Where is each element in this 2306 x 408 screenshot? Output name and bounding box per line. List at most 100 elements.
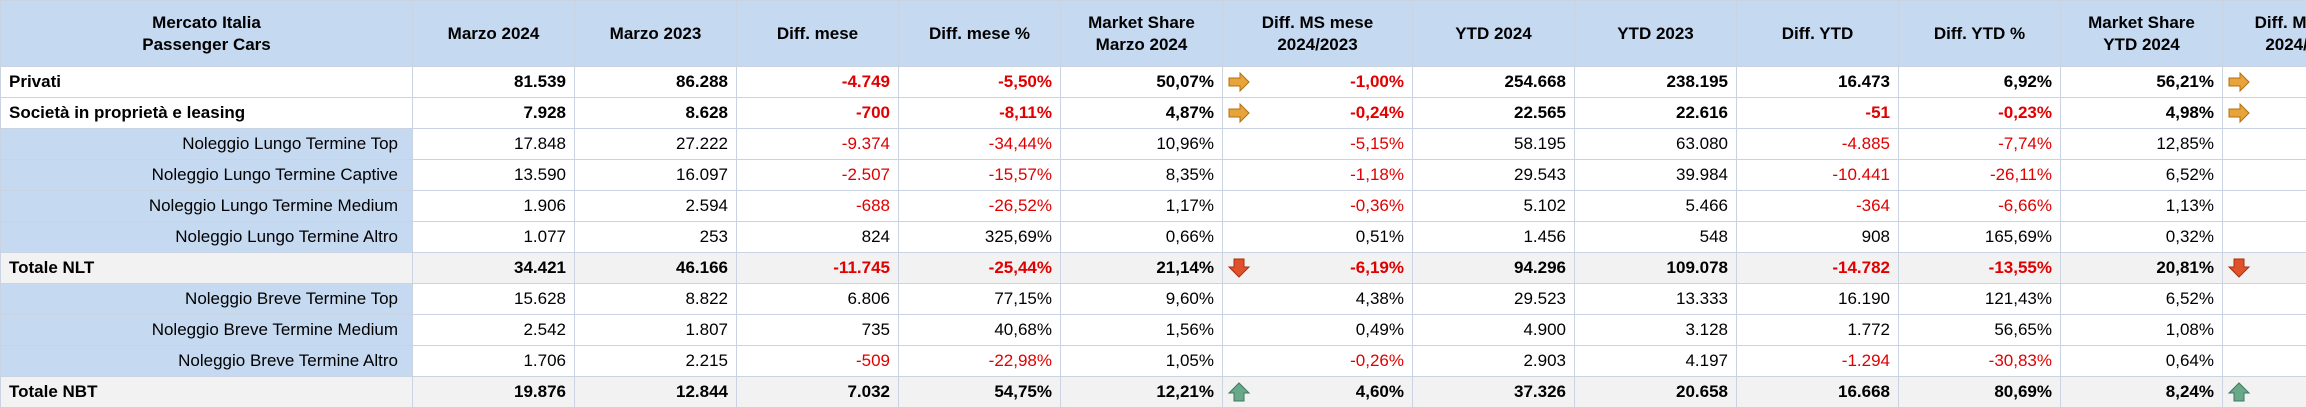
table-cell: 254.668 xyxy=(1413,67,1575,98)
cell-value: 0,49% xyxy=(1356,320,1404,340)
ms-diff-cell: 0,51% xyxy=(1223,222,1413,253)
table-cell: 56,65% xyxy=(1899,315,2061,346)
table-cell: 8,24% xyxy=(2061,377,2223,408)
table-cell: 1,08% xyxy=(2061,315,2223,346)
table-cell: 20.658 xyxy=(1575,377,1737,408)
table-cell: 6,52% xyxy=(2061,284,2223,315)
table-cell: 7.032 xyxy=(737,377,899,408)
arrow-up-icon xyxy=(1227,382,1251,402)
table-cell: -2.507 xyxy=(737,160,899,191)
table-cell: 2.903 xyxy=(1413,346,1575,377)
arrow-right-icon xyxy=(2227,103,2251,123)
table-cell: 54,75% xyxy=(899,377,1061,408)
table-cell: 19.876 xyxy=(413,377,575,408)
ms-diff-cell: 0,49% xyxy=(1223,315,1413,346)
ms-diff-cell: 0,19% xyxy=(2223,222,2306,253)
col-header: Diff. YTD % xyxy=(1899,1,2061,67)
table-cell: 2.594 xyxy=(575,191,737,222)
table-cell: 20,81% xyxy=(2061,253,2223,284)
table-cell: 37.326 xyxy=(1413,377,1575,408)
table-cell: -1.294 xyxy=(1737,346,1899,377)
table-cell: 1,56% xyxy=(1061,315,1223,346)
table-cell: 4,98% xyxy=(2061,98,2223,129)
table-cell: 80,69% xyxy=(1899,377,2061,408)
table-cell: 86.288 xyxy=(575,67,737,98)
ms-diff-cell: -5,15% xyxy=(1223,129,1413,160)
arrow-up-icon xyxy=(2227,382,2251,402)
table-cell: -4.749 xyxy=(737,67,899,98)
table-cell: 63.080 xyxy=(1575,129,1737,160)
table-cell: -6,66% xyxy=(1899,191,2061,222)
col-header: Diff. mese xyxy=(737,1,899,67)
table-cell: 824 xyxy=(737,222,899,253)
col-header: Market Share Marzo 2024 xyxy=(1061,1,1223,67)
ms-diff-cell: -0,26% xyxy=(1223,346,1413,377)
row-label: Società in proprietà e leasing xyxy=(1,98,413,129)
arrow-right-icon xyxy=(1227,72,1251,92)
table-cell: -364 xyxy=(1737,191,1899,222)
table-cell: 94.296 xyxy=(1413,253,1575,284)
table-cell: 7.928 xyxy=(413,98,575,129)
table-cell: 21,14% xyxy=(1061,253,1223,284)
table-cell: 6,92% xyxy=(1899,67,2061,98)
table-cell: 39.984 xyxy=(1575,160,1737,191)
table-cell: 81.539 xyxy=(413,67,575,98)
cell-value: -0,36% xyxy=(1350,196,1404,216)
row-label: Noleggio Breve Termine Medium xyxy=(1,315,413,346)
table-cell: 16.668 xyxy=(1737,377,1899,408)
table-cell: 0,66% xyxy=(1061,222,1223,253)
table-cell: -25,44% xyxy=(899,253,1061,284)
table-cell: 165,69% xyxy=(1899,222,2061,253)
table-cell: -15,57% xyxy=(899,160,1061,191)
table-cell: 1.706 xyxy=(413,346,575,377)
table-cell: 0,64% xyxy=(2061,346,2223,377)
table-cell: 9,60% xyxy=(1061,284,1223,315)
table-cell: 8.628 xyxy=(575,98,737,129)
row-label: Totale NLT xyxy=(1,253,413,284)
table-cell: 5.466 xyxy=(1575,191,1737,222)
table-cell: -13,55% xyxy=(1899,253,2061,284)
table-cell: 12.844 xyxy=(575,377,737,408)
table-cell: 22.616 xyxy=(1575,98,1737,129)
row-label: Noleggio Breve Termine Altro xyxy=(1,346,413,377)
table-cell: 6.806 xyxy=(737,284,899,315)
row-label: Noleggio Lungo Termine Altro xyxy=(1,222,413,253)
table-cell: -7,74% xyxy=(1899,129,2061,160)
col-header: Marzo 2024 xyxy=(413,1,575,67)
ms-diff-cell: 0,64% xyxy=(2223,67,2306,98)
table-cell: -700 xyxy=(737,98,899,129)
ms-diff-cell: 0,35% xyxy=(2223,315,2306,346)
table-cell: 46.166 xyxy=(575,253,737,284)
table-cell: 121,43% xyxy=(1899,284,2061,315)
table-cell: -688 xyxy=(737,191,899,222)
table-cell: 1,05% xyxy=(1061,346,1223,377)
cell-value: 0,51% xyxy=(1356,227,1404,247)
cell-value: 4,60% xyxy=(1356,382,1404,402)
table-cell: -8,11% xyxy=(899,98,1061,129)
table-cell: 6,52% xyxy=(2061,160,2223,191)
table-cell: 325,69% xyxy=(899,222,1061,253)
ms-diff-cell: -6,19% xyxy=(1223,253,1413,284)
ms-diff-cell: -1,00% xyxy=(1223,67,1413,98)
table-cell: 109.078 xyxy=(1575,253,1737,284)
ms-diff-cell: -0,36% xyxy=(1223,191,1413,222)
table-cell: 548 xyxy=(1575,222,1737,253)
table-cell: -11.745 xyxy=(737,253,899,284)
table-cell: 56,21% xyxy=(2061,67,2223,98)
table-cell: -4.885 xyxy=(1737,129,1899,160)
table-cell: 15.628 xyxy=(413,284,575,315)
cell-value: -0,24% xyxy=(1350,103,1404,123)
table-cell: 4.197 xyxy=(1575,346,1737,377)
table-cell: 10,96% xyxy=(1061,129,1223,160)
ms-diff-cell: 3,42% xyxy=(2223,377,2306,408)
table-cell: 1.906 xyxy=(413,191,575,222)
ms-diff-cell: 4,60% xyxy=(1223,377,1413,408)
